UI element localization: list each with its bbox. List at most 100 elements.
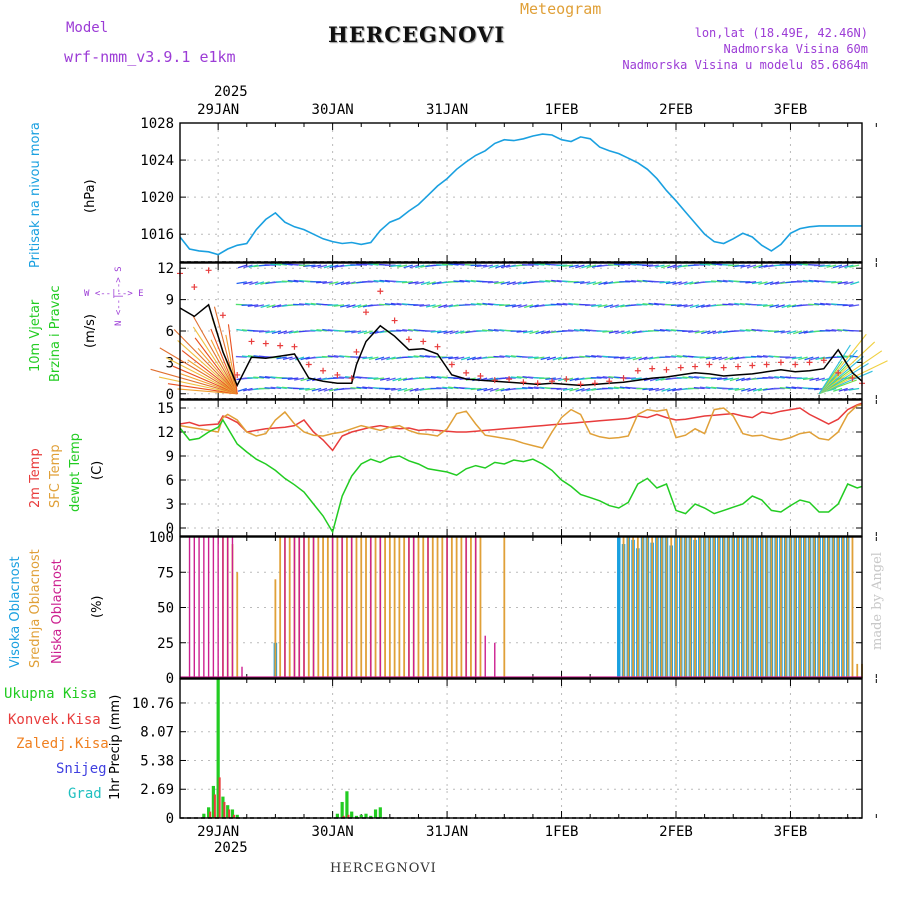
- wind-vector: [431, 281, 442, 285]
- wind-vector: [665, 355, 677, 358]
- wind-vector: [621, 330, 631, 335]
- cloud-bar-low: [427, 537, 429, 678]
- wind-vector: [712, 356, 722, 361]
- wind-vector: [270, 386, 282, 390]
- wind-vector: [430, 376, 442, 379]
- wind-vector: [831, 328, 843, 332]
- wind-vector: [667, 264, 677, 269]
- wind-vector: [802, 279, 814, 283]
- wind-vector: [613, 263, 625, 266]
- wind-fan-arrow: [158, 376, 238, 395]
- wind-vector: [551, 279, 562, 283]
- wind-vector: [716, 377, 728, 381]
- cloud-bar-mid: [718, 537, 720, 678]
- wind-vector: [734, 302, 745, 306]
- cloud-bar-mid: [818, 537, 820, 678]
- wind-gust-mark: [677, 364, 684, 371]
- cloud-bar-mid: [851, 537, 854, 678]
- wind-fan-arrow: [210, 328, 238, 394]
- cloud-frame: [179, 536, 863, 679]
- wind-vector: [670, 304, 682, 307]
- wind-vector: [448, 356, 459, 360]
- wind-gust-mark: [549, 378, 555, 385]
- wind-vector: [350, 387, 362, 390]
- wind-vector: [672, 281, 682, 285]
- wind-vector: [540, 356, 551, 361]
- pressure-panel: 1016 1020 1024 1028: [140, 116, 877, 263]
- wind-gust-mark: [749, 362, 756, 369]
- wind-vector: [294, 377, 305, 381]
- wind-vector: [569, 387, 579, 392]
- wind-gust-mark: [262, 340, 269, 347]
- wind-vector: [459, 279, 471, 283]
- wind-vector: [373, 377, 385, 380]
- wind-vector: [752, 387, 763, 392]
- wind-vector: [842, 304, 854, 307]
- cloud-bar-mid: [632, 537, 634, 678]
- temp-line-dew: [179, 418, 863, 534]
- wind-vector: [488, 328, 499, 332]
- wind-vector: [384, 387, 396, 391]
- wind-vector: [707, 330, 717, 335]
- wind-gust-mark: [353, 348, 360, 355]
- wind-vector: [271, 330, 282, 335]
- wind-vector: [396, 329, 408, 332]
- cloud-bar-mid: [760, 537, 763, 678]
- wind-vector: [276, 263, 287, 266]
- wind-vector: [414, 387, 425, 392]
- precip-conv-label: Konvek.Kisa: [8, 712, 101, 728]
- wind-vector: [437, 330, 448, 334]
- wind-vector: [808, 303, 820, 306]
- wind-vector: [340, 281, 350, 286]
- wind-fan-arrow: [181, 350, 238, 395]
- cloud-ytick-label: 0: [166, 671, 174, 687]
- wind-gust-mark: [334, 371, 341, 378]
- wind-vector: [718, 356, 728, 361]
- precip-bar-total: [354, 815, 359, 818]
- wind-vector: [699, 263, 711, 266]
- wind-vector: [454, 356, 465, 361]
- wind-gust-mark: [420, 338, 427, 345]
- wind-gust-mark: [248, 338, 255, 345]
- wind-vector: [419, 304, 430, 307]
- cloud-bar-low: [222, 537, 224, 678]
- wind-vector: [848, 355, 860, 358]
- wind-vector: [386, 356, 396, 361]
- wind-vector: [264, 387, 276, 390]
- wind-compass-we: W <--|--> E: [84, 289, 144, 299]
- wind-vector: [339, 376, 350, 379]
- temperature-ytick-label: 3: [166, 497, 174, 513]
- cloud-bar-mid: [374, 537, 377, 678]
- wind-vector: [344, 330, 356, 333]
- wind-fan-arrow: [180, 373, 238, 395]
- cloud-bar-mid: [417, 537, 420, 678]
- wind-vector: [556, 387, 568, 391]
- cloud-bar-low: [312, 537, 315, 678]
- wind-vector: [260, 281, 270, 285]
- wind-vector: [438, 304, 448, 309]
- wind-vector: [329, 264, 339, 269]
- wind-gust-mark: [563, 376, 570, 383]
- cloud-bar-mid: [326, 537, 329, 678]
- precip-bar-total: [211, 785, 215, 818]
- wind-gust-mark: [835, 369, 842, 376]
- wind-fan-arrow: [192, 326, 238, 395]
- cloud-bar-low: [370, 537, 372, 678]
- wind-fan-arrow: [818, 344, 851, 395]
- date-label-top: 31JAN: [426, 102, 468, 118]
- wind-vector: [613, 356, 625, 359]
- wind-gust-mark: [219, 312, 226, 319]
- wind-vector: [562, 264, 574, 268]
- wind-vector: [779, 386, 791, 390]
- wind-vector: [804, 356, 814, 361]
- cloud-bar-mid: [708, 537, 711, 678]
- cloud-bar-mid: [732, 537, 735, 678]
- precip-bar-total: [335, 813, 339, 818]
- precip-bar-conv: [232, 814, 235, 818]
- wind-vector: [287, 279, 299, 283]
- wind-vector: [276, 386, 287, 390]
- wind-vector: [809, 377, 820, 381]
- wind-vector: [390, 264, 402, 267]
- wind-vector: [260, 304, 270, 309]
- wind-gust-mark: [377, 288, 384, 295]
